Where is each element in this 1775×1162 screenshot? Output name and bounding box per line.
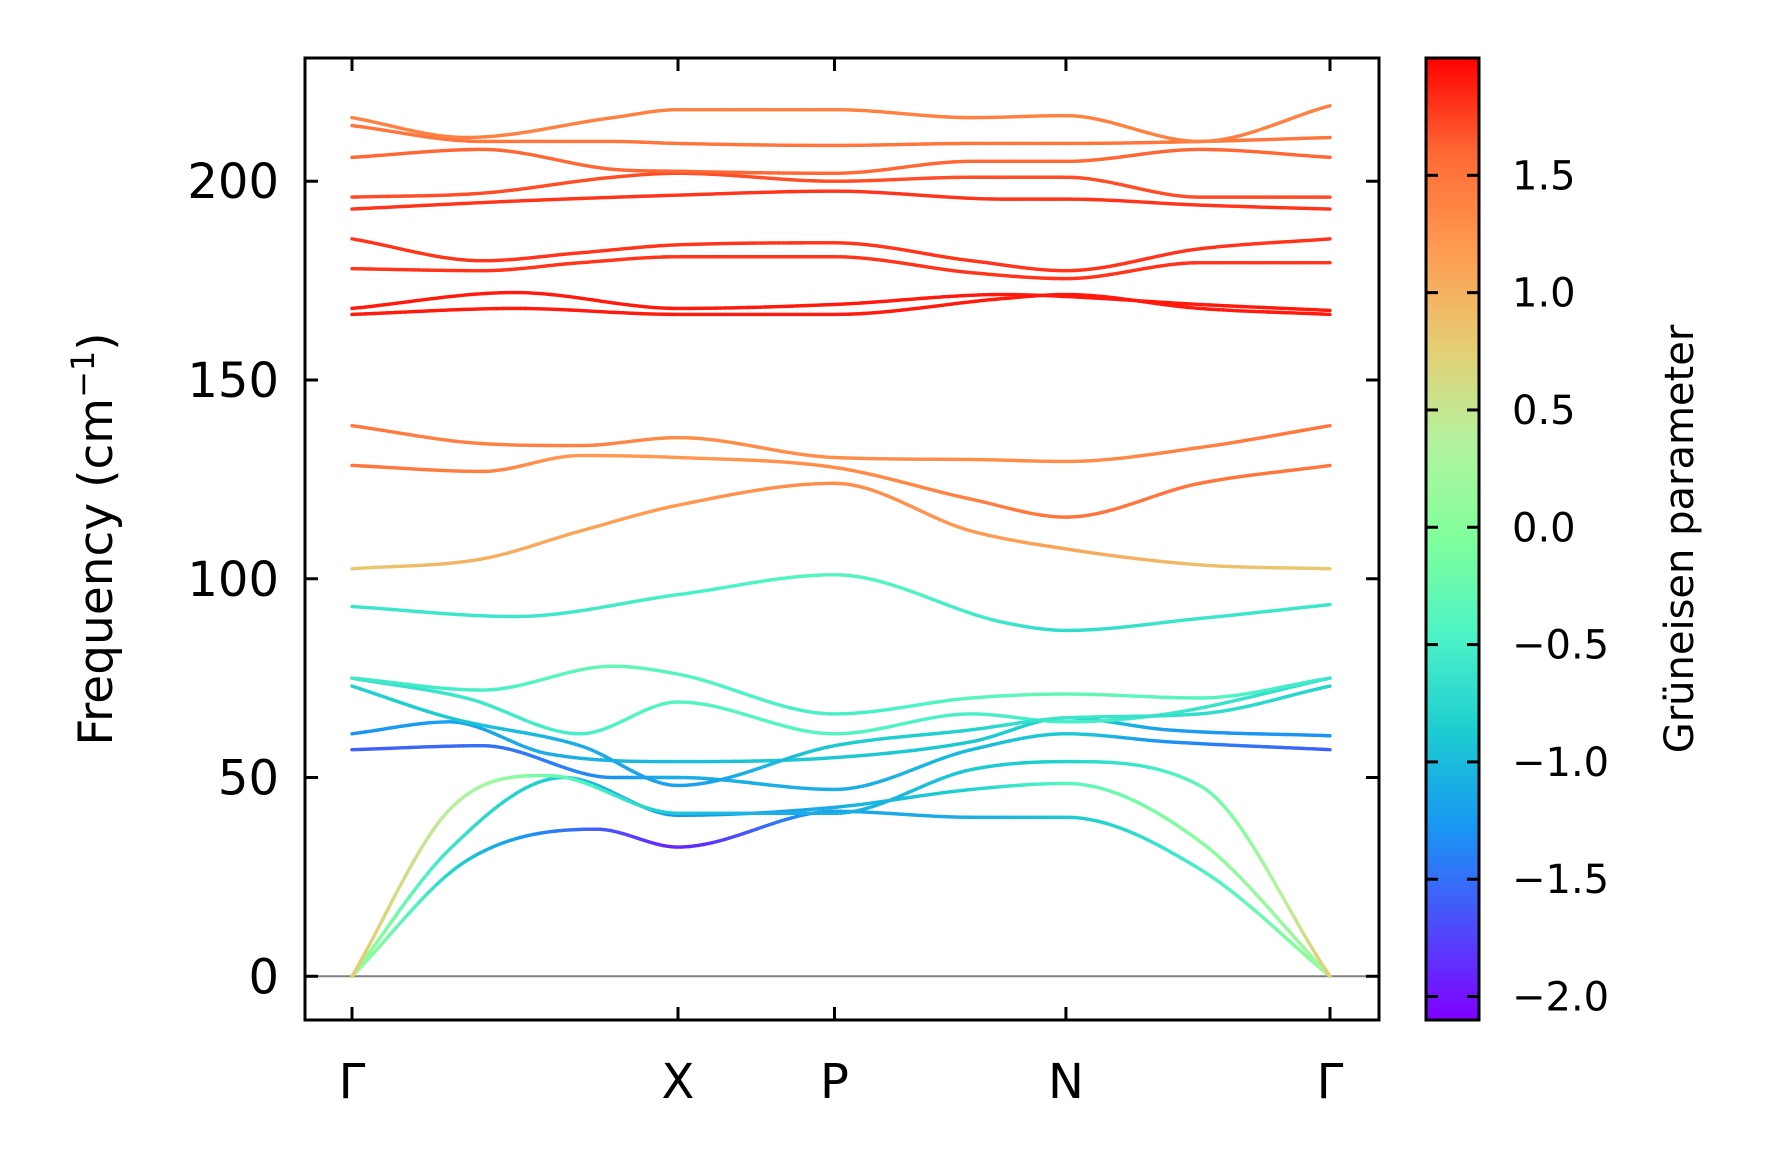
y-tick-label: 150 <box>187 353 279 409</box>
colorbar-tick-label: −1.5 <box>1512 857 1609 903</box>
y-axis-ticks: 0 50 100 150 200 <box>187 154 1379 1005</box>
band-segment <box>1323 967 1332 978</box>
colorbar-tick-label: −2.0 <box>1512 975 1609 1021</box>
colorbar: −2.0 −1.5 −1.0 −0.5 0.0 0.5 1.0 1.5 Grüneisen p… <box>1424 56 1703 1022</box>
x-tick-label: N <box>1048 1054 1084 1110</box>
colorbar-tick-label: −0.5 <box>1512 623 1609 669</box>
phonon-band <box>350 716 1332 764</box>
phonon-band <box>350 255 1332 281</box>
band-segment <box>1323 676 1332 681</box>
phonon-band <box>350 104 1332 144</box>
y-tick-label: 200 <box>187 154 279 210</box>
colorbar-tick-label: 0.5 <box>1512 388 1576 434</box>
phonon-band <box>350 809 1332 978</box>
y-axis-label-close: ) <box>69 332 124 350</box>
colorbar-tick-label: −1.0 <box>1512 740 1609 786</box>
phonon-band <box>350 481 1332 571</box>
phonon-bands <box>350 104 1332 978</box>
plot-area: 0 50 100 150 200 Γ X P N Γ <box>187 56 1381 1110</box>
band-segment <box>1323 463 1332 468</box>
phonon-band <box>350 664 1332 716</box>
band-segment <box>1323 104 1332 109</box>
y-axis-label-main: Frequency (cm <box>69 398 124 746</box>
colorbar-tick-label: 1.0 <box>1512 271 1576 317</box>
phonon-band <box>350 147 1332 175</box>
colorbar-ticks: −2.0 −1.5 −1.0 −0.5 0.0 0.5 1.0 1.5 <box>1426 153 1609 1021</box>
x-tick-label: P <box>820 1054 849 1110</box>
x-tick-label: X <box>662 1054 695 1110</box>
colorbar-label: Grüneisen parameter <box>1657 324 1703 753</box>
phonon-band <box>350 424 1332 464</box>
phonon-band <box>350 684 1332 788</box>
y-tick-label: 100 <box>187 552 279 608</box>
phonon-band <box>350 732 1332 792</box>
x-tick-label: Γ <box>339 1054 366 1110</box>
colorbar-tick-label: 0.0 <box>1512 505 1576 551</box>
phonon-band <box>350 123 1332 148</box>
band-segment <box>1323 424 1332 429</box>
phonon-band <box>350 676 1332 736</box>
plot-frame <box>303 56 1381 1022</box>
y-axis-label-superscript: −1 <box>64 351 102 398</box>
phonon-band <box>350 759 1332 978</box>
colorbar-tick-label: 1.5 <box>1512 153 1576 199</box>
phonon-band <box>350 290 1332 313</box>
band-segment <box>1323 684 1332 689</box>
phonon-band <box>350 453 1332 519</box>
y-tick-label: 50 <box>218 751 279 807</box>
y-axis-label: Frequency (cm−1) <box>64 332 124 745</box>
phonon-band <box>350 573 1332 633</box>
colorbar-gradient <box>1424 56 1481 1022</box>
phonon-band <box>350 237 1332 273</box>
phonon-band <box>350 171 1332 199</box>
x-tick-label: Γ <box>1317 1054 1344 1110</box>
phonon-band <box>350 189 1332 211</box>
phonon-band <box>350 775 1332 978</box>
y-tick-label: 0 <box>248 949 279 1005</box>
